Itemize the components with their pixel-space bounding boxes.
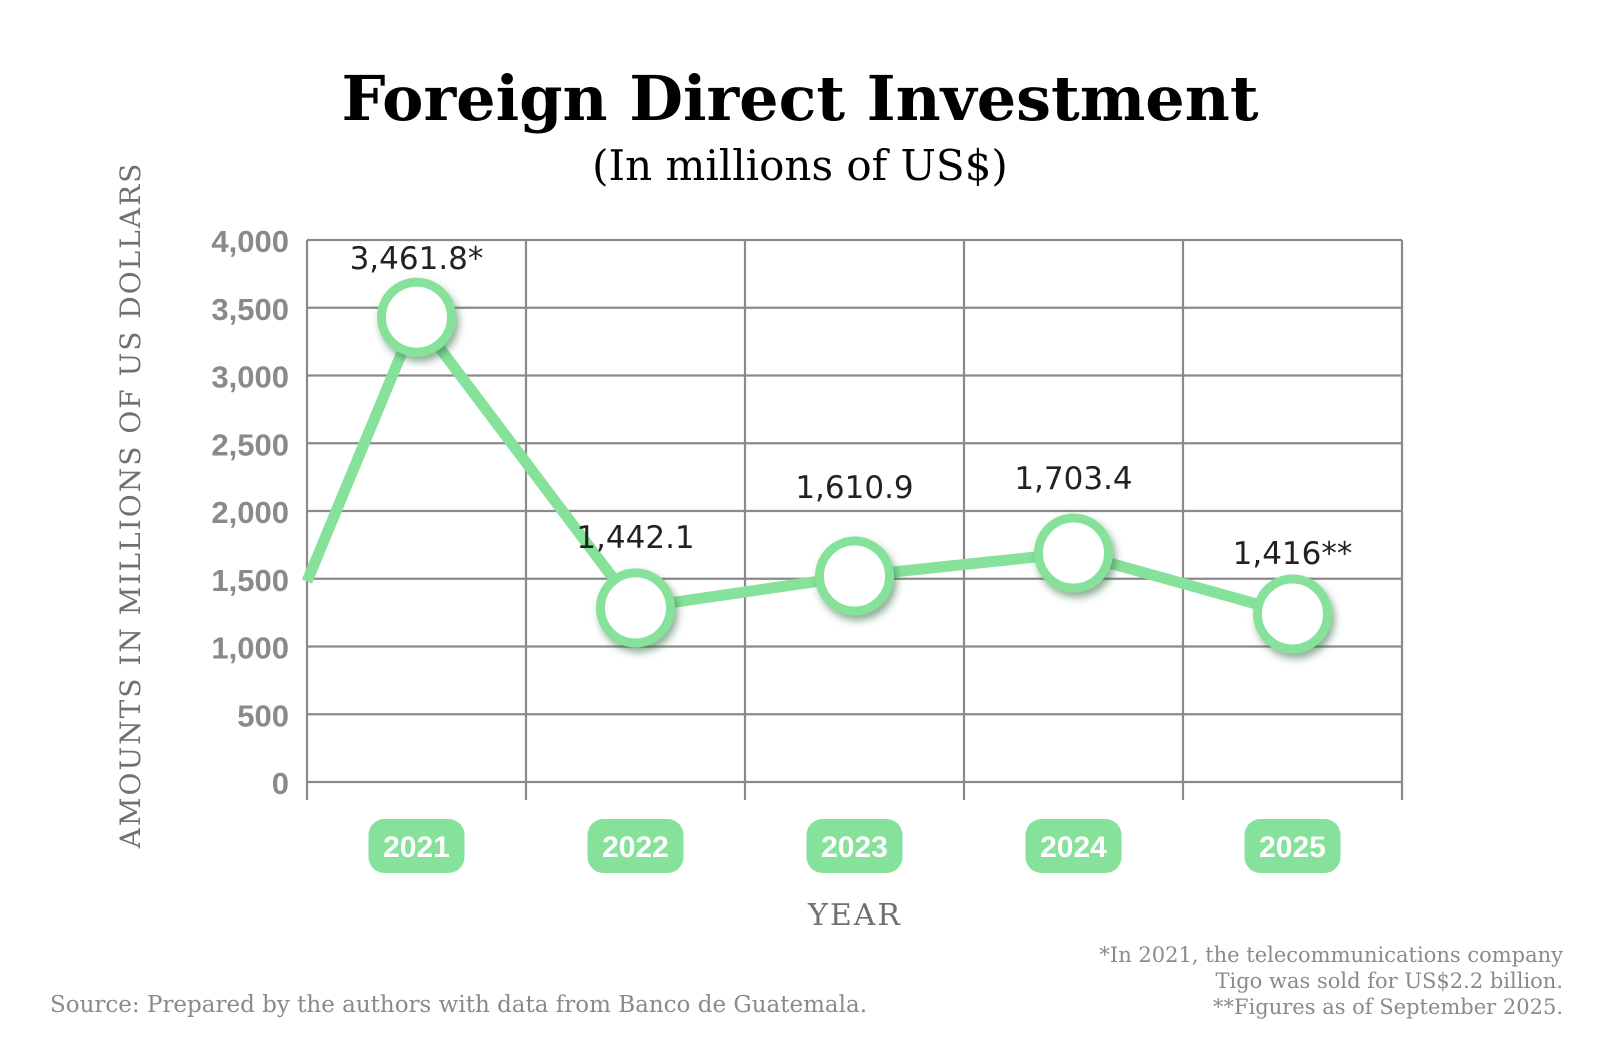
x-axis-categories: 2021 2022 2023 2024 2025: [368, 819, 1341, 873]
chart-subtitle: (In millions of US$): [592, 141, 1008, 190]
category-pill: [368, 819, 465, 873]
data-point: [1253, 574, 1332, 654]
footnote-line-2: Tigo was sold for US$2.2 billion.: [1216, 969, 1563, 993]
data-point: [815, 536, 894, 616]
data-label: 1,703.4: [1014, 461, 1132, 497]
y-tick-label: 4,000: [211, 224, 289, 259]
category-pill: [806, 819, 903, 873]
chart-title: Foreign Direct Investment: [342, 62, 1259, 135]
y-tick-label: 500: [237, 698, 289, 733]
x-tick-label: 2022: [602, 831, 669, 864]
data-label: 1,442.1: [576, 520, 694, 556]
x-tick-label: 2021: [383, 831, 450, 864]
series-line-layer: [301, 311, 1294, 620]
data-label: 1,610.9: [795, 470, 913, 506]
y-tick-label: 1,500: [211, 563, 289, 598]
markers: [377, 277, 1332, 654]
footnote-line-1: *In 2021, the telecommunications company: [1099, 943, 1563, 967]
x-tick-label: 2023: [821, 831, 888, 864]
source-note: Source: Prepared by the authors with dat…: [50, 992, 867, 1018]
x-axis-label: YEAR: [807, 898, 902, 933]
category-pill: [587, 819, 684, 873]
y-tick-label: 2,000: [211, 495, 289, 530]
y-tick-label: 3,500: [211, 292, 289, 327]
y-tick-label: 1,000: [211, 631, 289, 666]
data-point: [596, 568, 675, 648]
data-point: [1034, 513, 1113, 593]
x-tick-label: 2024: [1040, 831, 1107, 864]
data-label: 3,461.8*: [350, 241, 484, 277]
category-pill: [1244, 819, 1341, 873]
x-tick-label: 2025: [1259, 831, 1326, 864]
data-labels: 3,461.8* 1,442.1 1,610.9 1,703.4 1,416**: [350, 241, 1353, 572]
series-line: [301, 311, 1294, 620]
category-pill: [1025, 819, 1122, 873]
y-axis-ticks: 0 500 1,000 1,500 2,000 2,500 3,000 3,500 4,000: [211, 224, 289, 801]
data-point: [377, 277, 456, 357]
y-tick-label: 3,000: [211, 360, 289, 395]
footnote-line-3: **Figures as of September 2025.: [1213, 995, 1563, 1019]
y-tick-label: 0: [272, 766, 289, 801]
data-label: 1,416**: [1233, 536, 1353, 572]
grid: [305, 238, 1404, 800]
y-tick-label: 2,500: [211, 427, 289, 462]
y-axis-label: AMOUNTS IN MILLIONS OF US DOLLARS: [114, 162, 147, 850]
